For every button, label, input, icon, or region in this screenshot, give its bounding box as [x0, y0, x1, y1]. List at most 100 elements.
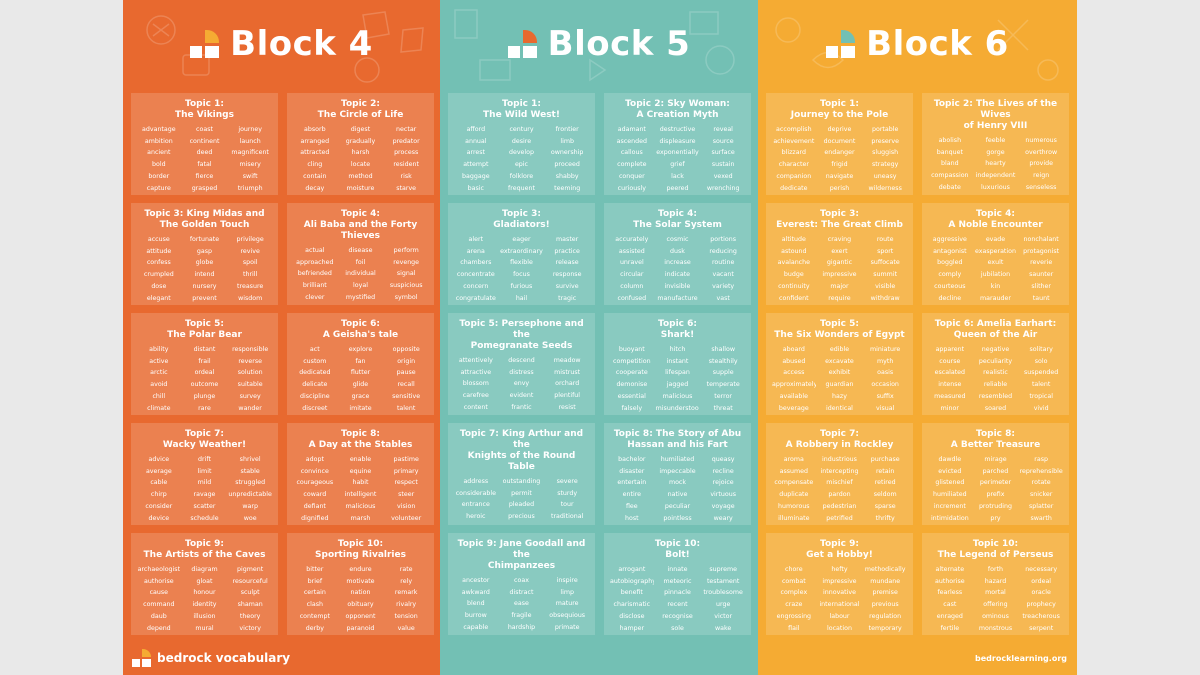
vocab-word: occasion — [871, 381, 899, 389]
vocab-word: recline — [712, 467, 734, 475]
topic-title: Topic 10: The Legend of Perseus — [937, 539, 1054, 560]
vocab-word: independent — [975, 172, 1016, 180]
topic-title: Topic 8: The Story of Abu Hassan and his … — [613, 429, 742, 450]
vocab-word: resist — [558, 403, 576, 411]
vocab-word: enraged — [936, 612, 963, 620]
vocab-word: clever — [305, 293, 325, 301]
topic-title: Topic 9: Jane Goodall and the Chimpanzees — [457, 539, 586, 571]
vocab-word: exponentially — [656, 149, 699, 157]
vocab-word: abolish — [938, 137, 962, 144]
vocab-word: frail — [198, 357, 211, 365]
vocab-word: pedestrian — [822, 502, 857, 510]
vocab-word: duplicate — [779, 491, 809, 499]
vocab-word: routine — [711, 259, 735, 267]
vocab-word: valiant — [545, 524, 589, 526]
vocab-word: arrogant — [618, 566, 646, 573]
vocab-word: dedicated — [299, 369, 331, 377]
vocab-word: premise — [872, 589, 898, 597]
vocab-word: prophecy — [1026, 601, 1056, 609]
topic-card: Topic 5: Persephone and the Pomegranate S… — [448, 313, 595, 415]
vocab-word: native — [667, 491, 688, 499]
vocab-word: individual — [345, 270, 376, 278]
vocab-word: impeccable — [659, 467, 696, 475]
vocab-word: visible — [875, 282, 896, 290]
topic-card: Topic 3: Gladiators! alert eager master arena… — [448, 203, 595, 305]
vocab-word: mock — [668, 479, 687, 487]
vocab-word: concentrate — [456, 271, 495, 279]
vocab-word: forth — [987, 566, 1004, 573]
vocab-word: primary — [393, 467, 419, 475]
vocab-word: evident — [509, 392, 534, 400]
vocab-word: develop — [508, 149, 535, 157]
vocab-word: clash — [306, 601, 323, 609]
vocab-word: carefree — [462, 392, 489, 400]
block-4-topics: Topic 1: The Vikings advantage coast journey… — [131, 93, 434, 635]
vocab-word: continuity — [778, 282, 810, 290]
vocab-word: exasperation — [974, 247, 1016, 255]
word-list: ancestor coax inspire awkward distract limp bl… — [454, 576, 589, 635]
vocab-word: chirp — [150, 491, 167, 499]
vocab-word: navigate — [825, 172, 854, 180]
vocab-word: outstanding — [502, 478, 541, 485]
vocab-word: visual — [875, 404, 895, 412]
vocab-word: bachelor — [618, 456, 646, 463]
vocab-word: avalanche — [777, 259, 811, 267]
vocab-word: ordeal — [1031, 577, 1052, 585]
vocab-word: permit — [511, 489, 532, 497]
vocab-word: meteoric — [663, 577, 692, 585]
topic-title: Topic 4: A Noble Encounter — [948, 209, 1043, 230]
vocab-word: decay — [305, 184, 325, 192]
vocab-word: antagonist — [933, 247, 967, 255]
vocab-word: accuse — [147, 236, 170, 243]
vocab-word: invisible — [664, 282, 691, 290]
vocab-word: ease — [514, 600, 529, 608]
vocab-word: intercepting — [820, 467, 859, 475]
vocab-word: dawdle — [938, 456, 962, 463]
vocab-word: arena — [466, 247, 485, 255]
vocab-word: misery — [239, 161, 261, 169]
vocab-word: seldom — [873, 491, 897, 499]
vocab-word: basic — [467, 184, 484, 192]
vocab-word: pleaded — [508, 501, 535, 509]
block-6-title: Block 6 — [866, 24, 1009, 64]
vocab-word: hitch — [669, 346, 686, 353]
vocab-word: glistened — [935, 479, 965, 487]
vocab-word: saunter — [1029, 271, 1054, 279]
vocab-word: jubilation — [980, 271, 1011, 279]
vocab-word: strategy — [872, 161, 899, 169]
vocab-word: shallow — [711, 346, 735, 353]
topic-title: Topic 7: Wacky Weather! — [162, 429, 247, 450]
vocab-word: afford — [466, 126, 486, 133]
vocab-word: survey — [239, 392, 261, 400]
vocab-word: frontier — [555, 126, 579, 133]
word-list: aggressive evade nonchalant antagonist exasp… — [928, 235, 1063, 304]
topic-card: Topic 7: Wacky Weather! advice drift shrivel… — [131, 423, 278, 525]
vocab-word: ancestor — [462, 577, 490, 584]
vocab-word: buoyant — [618, 346, 645, 353]
vocab-word: primate — [554, 623, 580, 631]
topic-title: Topic 10: Bolt! — [654, 539, 701, 560]
vocab-word: grief — [670, 161, 685, 169]
vocab-word: privilege — [236, 236, 264, 243]
vocab-word: resident — [393, 161, 419, 169]
vocab-word: pastime — [393, 456, 419, 463]
vocab-word: guardian — [825, 381, 854, 389]
vocab-word: treasure — [237, 282, 264, 290]
vocab-word: rate — [399, 566, 413, 573]
word-list: accuse fortunate privilege attitude gasp revi… — [137, 235, 272, 304]
vocab-word: arrest — [466, 149, 486, 157]
vocab-word: arranged — [300, 137, 330, 145]
vocab-word: cling — [307, 161, 323, 169]
vocab-word: threat — [713, 404, 733, 412]
topic-card: Topic 2: The Lives of the Wives of Henry … — [922, 93, 1069, 195]
vocab-word: mature — [555, 600, 579, 608]
vocab-word: coast — [196, 126, 213, 133]
vocab-word: remark — [394, 589, 418, 597]
vocab-word: reverie — [1030, 259, 1053, 267]
vocab-word: sculpt — [240, 589, 260, 597]
vocab-word: identity — [192, 601, 217, 609]
vocab-word: precious — [508, 513, 535, 521]
vocab-word: vivid — [1033, 404, 1049, 412]
vocab-word: concern — [463, 282, 489, 290]
vocab-word: cast — [943, 601, 957, 609]
